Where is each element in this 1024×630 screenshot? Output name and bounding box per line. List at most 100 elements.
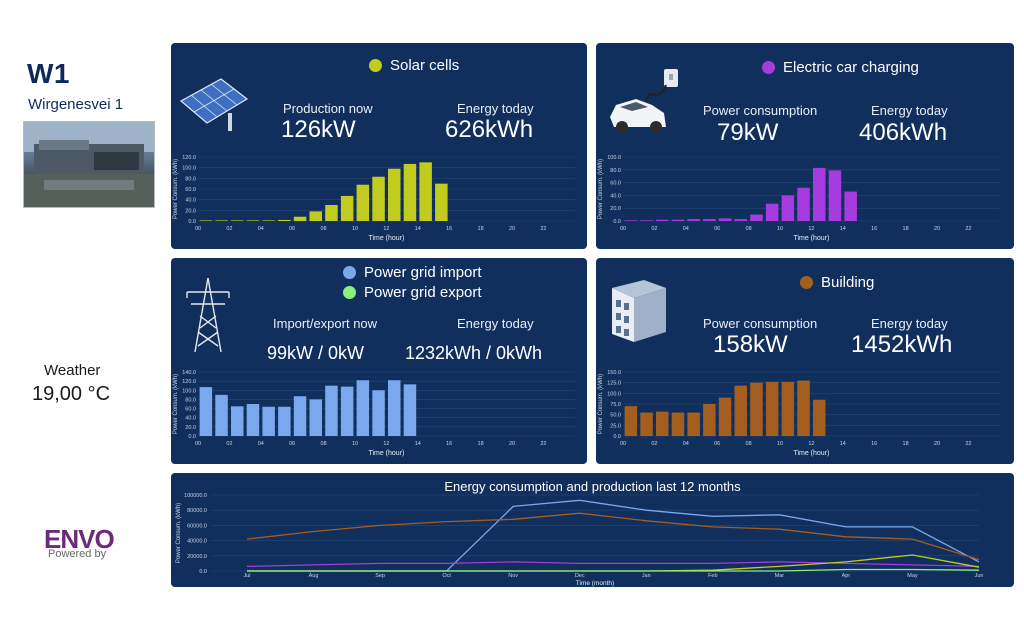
bar xyxy=(797,380,810,436)
bar xyxy=(388,380,401,436)
weather-value: 19,00 °C xyxy=(32,383,111,405)
x-tick-label: Jun xyxy=(975,573,984,579)
y-tick-label: 20.0 xyxy=(610,206,621,212)
bar xyxy=(403,163,417,221)
building-chart: 0.0 25.0 50.0 75.0 100.0 125.0 150.0 00 02 04 06 08… xyxy=(598,370,1000,457)
bar xyxy=(640,220,653,221)
series-line xyxy=(247,568,980,572)
bar xyxy=(671,412,685,436)
x-axis-label: Time (hour) xyxy=(793,450,829,457)
bar xyxy=(215,394,228,436)
bar xyxy=(388,168,401,221)
building-legend: Building xyxy=(800,274,874,291)
x-tick-label: 18 xyxy=(478,441,484,447)
bar xyxy=(640,412,653,436)
car-energy-value: 406kWh xyxy=(859,119,948,146)
x-tick-label: 08 xyxy=(321,441,327,447)
bar xyxy=(781,195,795,221)
grid-energy-value: 1232kWh / 0kWh xyxy=(405,343,543,363)
bar xyxy=(703,404,716,436)
trend-title: Energy consumption and production last 1… xyxy=(444,479,741,494)
car-charging-icon xyxy=(610,69,678,133)
car-panel: Electric car charging Power consumption … xyxy=(596,43,1014,249)
bar xyxy=(734,385,747,436)
y-tick-label: 80.0 xyxy=(610,168,621,174)
x-tick-label: 04 xyxy=(683,441,689,447)
x-tick-label: Oct xyxy=(442,573,451,579)
x-tick-label: 14 xyxy=(415,226,421,232)
y-tick-label: 40000.0 xyxy=(187,539,207,545)
x-tick-label: 14 xyxy=(415,441,421,447)
car-chart: 0.0 20.0 40.0 60.0 80.0 100.0 00 02 04 06 08 10 12 14… xyxy=(598,155,1000,242)
grid-now-label: Import/export now xyxy=(273,316,378,331)
bar xyxy=(340,386,354,436)
y-tick-label: 80.0 xyxy=(185,176,196,182)
car-energy-label: Energy today xyxy=(871,103,948,118)
y-tick-label: 120.0 xyxy=(182,379,196,385)
x-tick-label: 06 xyxy=(289,226,295,232)
bar xyxy=(246,220,260,221)
x-tick-label: Feb xyxy=(708,573,717,579)
y-tick-label: 0.0 xyxy=(613,219,621,225)
series-line xyxy=(246,561,980,568)
bar xyxy=(656,219,669,221)
grid-now-value: 99kW / 0kW xyxy=(267,343,365,363)
x-tick-label: Aug xyxy=(309,573,319,579)
x-tick-label: 10 xyxy=(777,226,783,232)
bar xyxy=(293,216,307,221)
bar xyxy=(718,218,732,221)
logo-text: ENVO xyxy=(44,524,115,554)
x-tick-label: 16 xyxy=(871,441,877,447)
x-tick-label: 22 xyxy=(540,226,546,232)
x-tick-label: May xyxy=(907,573,918,579)
y-tick-label: 80.0 xyxy=(185,397,196,403)
x-tick-label: 16 xyxy=(446,441,452,447)
y-axis-label: Power Consum. (kWh) xyxy=(173,374,179,434)
sidebar: W1 Wirgenesvei 1 Weather 19,00 °C ENVO P… xyxy=(0,0,165,630)
weather-label: Weather xyxy=(44,362,101,379)
bar xyxy=(828,170,842,221)
y-tick-label: 50.0 xyxy=(610,413,621,419)
x-tick-label: 02 xyxy=(651,441,657,447)
y-tick-label: 0.0 xyxy=(199,569,207,575)
envo-logo: ENVO Powered by xyxy=(44,524,144,564)
solar-legend-label: Solar cells xyxy=(390,57,460,74)
x-tick-label: Sep xyxy=(375,573,385,579)
x-tick-label: 06 xyxy=(289,441,295,447)
y-tick-label: 20.0 xyxy=(185,208,196,214)
x-tick-label: 12 xyxy=(383,226,389,232)
logo-subtitle: Powered by xyxy=(48,548,107,560)
bar xyxy=(325,385,338,436)
bar xyxy=(403,384,417,436)
bar xyxy=(278,219,291,221)
y-tick-label: 100.0 xyxy=(182,166,196,172)
x-tick-label: 00 xyxy=(620,441,626,447)
x-tick-label: 12 xyxy=(808,441,814,447)
y-tick-label: 100.0 xyxy=(182,388,196,394)
car-legend-dot xyxy=(762,61,775,74)
bar xyxy=(262,220,275,221)
bar xyxy=(844,191,857,221)
x-tick-label: 16 xyxy=(446,226,452,232)
x-tick-label: 18 xyxy=(903,441,909,447)
y-tick-label: 100000.0 xyxy=(184,493,207,499)
x-tick-label: 08 xyxy=(746,441,752,447)
bar xyxy=(765,203,779,221)
y-axis-label: Power Consum. (kWh) xyxy=(176,503,182,563)
y-tick-label: 60.0 xyxy=(610,181,621,187)
grid-chart: 0.0 20.0 40.0 60.0 80.0 100.0 120.0 140.0 00 02 04… xyxy=(173,370,575,457)
x-axis-label: Time (hour) xyxy=(368,235,404,242)
solar-production-label: Production now xyxy=(283,101,373,116)
bar xyxy=(309,399,322,436)
x-tick-label: 20 xyxy=(509,226,515,232)
building-power-value: 158kW xyxy=(713,331,788,358)
grid-export-dot xyxy=(343,286,356,299)
bar xyxy=(718,397,732,436)
bar xyxy=(372,176,385,221)
building-panel: Building Power consumption 158kW Energy … xyxy=(596,258,1014,464)
building-legend-dot xyxy=(800,276,813,289)
x-tick-label: 22 xyxy=(965,441,971,447)
x-tick-label: 02 xyxy=(651,226,657,232)
site-address: Wirgenesvei 1 xyxy=(28,96,124,113)
x-tick-label: 20 xyxy=(509,441,515,447)
